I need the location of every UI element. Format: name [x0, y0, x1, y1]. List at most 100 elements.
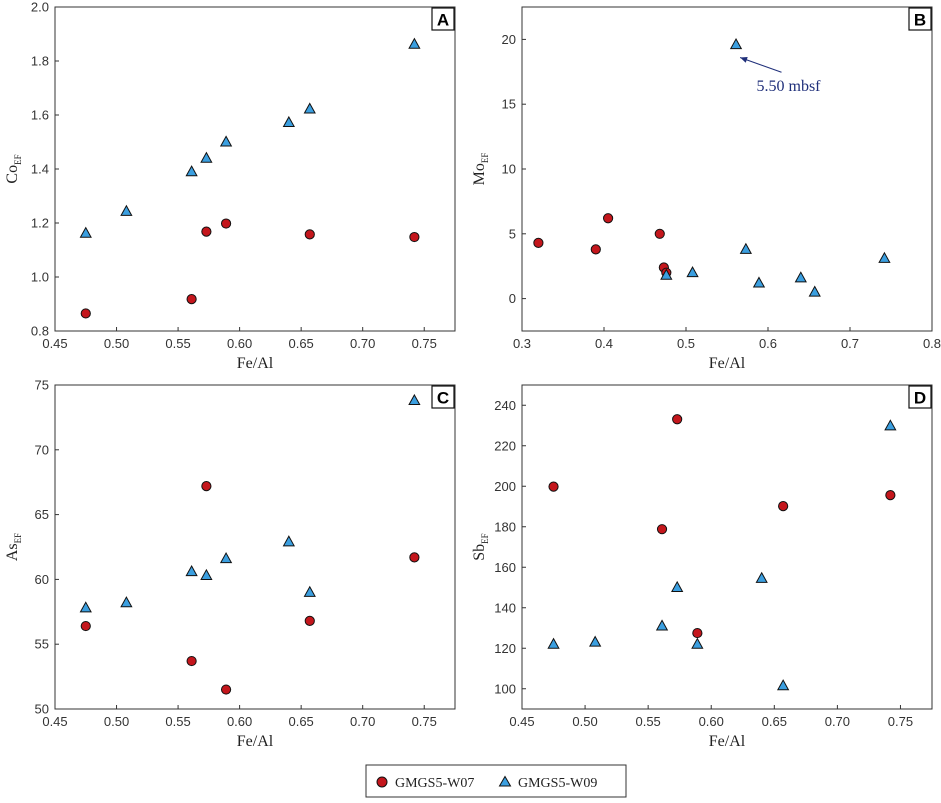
x-tick-label: 0.60	[699, 714, 724, 729]
data-point-w07	[603, 213, 614, 224]
y-tick-label: 75	[35, 378, 49, 393]
y-axis-label-subscript: EF	[480, 153, 490, 164]
y-axis-label-subscript: EF	[13, 154, 23, 165]
plot-frame-c	[54, 384, 456, 710]
panel-c: 0.45 0.50 0.55 0.60 0.65 0.70 0.75 50 55 60 65 70 75…	[4, 378, 456, 750]
y-axis-label: CoEF	[4, 154, 23, 183]
y-tick-label: 1.6	[31, 108, 49, 123]
x-tick-label: 0.45	[509, 714, 534, 729]
x-tick-label: 0.65	[288, 336, 313, 351]
y-tick-label: 220	[494, 438, 516, 453]
y-axis-label: SbEF	[471, 533, 490, 560]
data-point-w09	[655, 619, 669, 631]
data-point-w09	[200, 151, 213, 163]
data-point-w09	[755, 571, 768, 583]
data-point-w09	[808, 285, 821, 297]
x-tick-label: 0.50	[572, 714, 597, 729]
data-point-w09	[303, 102, 316, 114]
panel-letter: C	[437, 389, 449, 408]
data-point-w07	[778, 500, 789, 512]
y-tick-label: 160	[494, 560, 516, 575]
data-point-w07	[409, 231, 420, 243]
data-point-w09	[686, 266, 699, 278]
plot-frame-d	[521, 384, 933, 710]
x-tick-label: 0.55	[165, 714, 190, 729]
data-point-w07	[201, 226, 212, 237]
x-tick-label: 0.50	[104, 714, 129, 729]
panel-letter-box	[431, 7, 455, 31]
x-axis-label: Fe/Al	[237, 733, 274, 750]
data-point-w09	[547, 637, 560, 649]
x-tick-label: 0.4	[595, 336, 613, 351]
data-point-w07	[692, 627, 703, 639]
y-tick-label: 0.8	[31, 324, 49, 339]
y-tick-label: 10	[502, 162, 516, 177]
x-tick-label: 0.70	[825, 714, 850, 729]
y-tick-label: 60	[35, 572, 49, 587]
y-tick-label: 20	[502, 32, 516, 47]
plot-frame-b	[521, 6, 933, 332]
data-point-w09	[671, 580, 684, 592]
data-point-w09	[408, 393, 421, 406]
data-point-w09	[219, 552, 233, 564]
data-point-w09	[120, 204, 133, 216]
x-tick-label: 0.8	[923, 336, 941, 351]
y-axis-label: MoEF	[471, 153, 490, 186]
y-axis-label-main: As	[4, 543, 21, 561]
data-point-w09	[120, 596, 133, 608]
y-tick-label: 1.0	[31, 270, 49, 285]
x-tick-label: 0.55	[165, 336, 190, 351]
x-axis-label: Fe/Al	[237, 355, 274, 372]
data-point-w09	[691, 637, 704, 649]
data-point-w09	[752, 276, 766, 288]
data-point-w07	[409, 552, 420, 563]
y-tick-label: 15	[502, 97, 516, 112]
data-point-w07	[304, 615, 315, 626]
data-point-w07	[656, 524, 668, 535]
x-tick-label: 0.7	[841, 336, 859, 351]
data-point-w07	[220, 218, 232, 229]
legend-w07-circle-marker	[376, 776, 388, 788]
x-tick-label: 0.3	[513, 336, 531, 351]
data-point-w07	[80, 308, 91, 319]
y-tick-label: 50	[35, 702, 49, 717]
data-point-w09	[303, 585, 316, 597]
y-axis-label: AsEF	[4, 533, 23, 561]
data-point-w07	[220, 684, 232, 695]
panel-letter-box	[431, 385, 455, 409]
data-point-w07	[654, 228, 665, 239]
x-tick-label: 0.55	[635, 714, 660, 729]
x-tick-label: 0.60	[227, 336, 252, 351]
y-tick-label: 240	[494, 398, 516, 413]
y-tick-label: 180	[494, 519, 516, 534]
legend-w07-label: GMGS5-W07	[395, 776, 474, 791]
x-tick-label: 0.65	[288, 714, 313, 729]
data-point-w07	[304, 229, 315, 240]
data-point-w09	[200, 568, 213, 581]
x-tick-label: 0.75	[888, 714, 913, 729]
y-tick-label: 200	[494, 479, 516, 494]
legend-w09-label: GMGS5-W09	[518, 776, 597, 791]
plot-frame-a	[54, 6, 456, 332]
y-axis-label-subscript: EF	[13, 533, 23, 544]
x-tick-label: 0.6	[759, 336, 777, 351]
data-point-w07	[590, 244, 601, 255]
data-point-w09	[776, 679, 790, 691]
data-point-w09	[739, 242, 753, 254]
panel-letter: D	[914, 389, 926, 408]
data-point-w09	[282, 115, 295, 128]
panel-letter: B	[914, 11, 926, 30]
x-tick-label: 0.75	[412, 714, 437, 729]
x-tick-label: 0.70	[350, 714, 375, 729]
y-tick-label: 140	[494, 600, 516, 615]
y-tick-label: 2.0	[31, 0, 49, 15]
y-tick-label: 120	[494, 641, 516, 656]
y-tick-label: 1.4	[31, 162, 49, 177]
panel-b: 0.3 0.4 0.5 0.6 0.7 0.8 0 5 10 15 20 Fe/Al MoEF B 5.50…	[471, 6, 941, 372]
y-axis-label-subscript: EF	[480, 533, 490, 544]
data-point-w07	[186, 655, 197, 667]
x-tick-label: 0.70	[350, 336, 375, 351]
y-tick-label: 65	[35, 507, 49, 522]
data-point-w09	[282, 535, 295, 547]
